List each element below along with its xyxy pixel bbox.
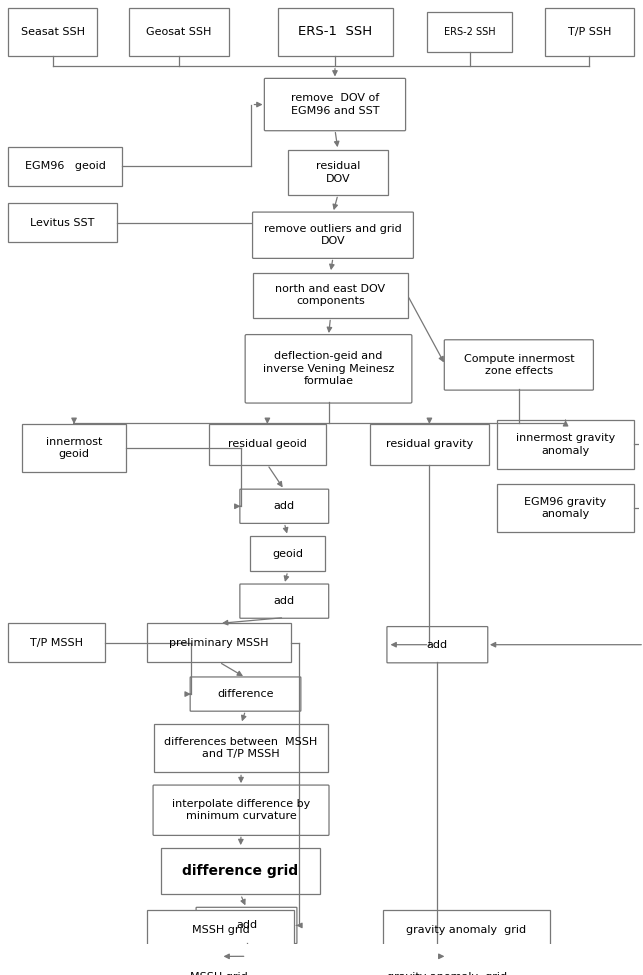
Text: deflection-geid and
inverse Vening Meinesz
formulae: deflection-geid and inverse Vening Meine… [263, 351, 394, 386]
Bar [428, 12, 512, 53]
FancyBboxPatch shape [196, 908, 297, 944]
Text: innermost gravity
anomaly: innermost gravity anomaly [516, 433, 615, 455]
Bar [154, 724, 328, 772]
FancyBboxPatch shape [264, 78, 406, 131]
Text: remove  DOV of
EGM96 and SST: remove DOV of EGM96 and SST [291, 94, 379, 116]
Text: innermost
geoid: innermost geoid [46, 437, 102, 459]
Bar [8, 203, 117, 242]
Text: Geosat SSH: Geosat SSH [146, 27, 212, 37]
Bar [129, 8, 229, 57]
Text: add: add [427, 640, 448, 649]
Bar [147, 623, 291, 662]
Bar [143, 956, 295, 975]
Text: add: add [274, 596, 295, 606]
Text: north and east DOV
components: north and east DOV components [275, 284, 386, 306]
Text: interpolate difference by
minimum curvature: interpolate difference by minimum curvat… [172, 800, 310, 821]
FancyBboxPatch shape [245, 334, 412, 403]
Bar [370, 424, 489, 465]
Bar [288, 150, 388, 195]
Text: ERS-1  SSH: ERS-1 SSH [298, 25, 372, 38]
Text: gravity anomaly  grid: gravity anomaly grid [406, 925, 526, 935]
Text: add: add [236, 920, 257, 930]
Bar [8, 623, 105, 662]
Text: MSSH grid: MSSH grid [190, 972, 248, 975]
FancyBboxPatch shape [253, 213, 413, 258]
Bar [497, 420, 634, 469]
Bar [278, 8, 393, 57]
Text: EGM96 gravity
anomaly: EGM96 gravity anomaly [525, 497, 607, 520]
Text: Levitus SST: Levitus SST [30, 217, 95, 227]
Text: preliminary MSSH: preliminary MSSH [169, 638, 269, 647]
Bar [251, 536, 325, 571]
FancyBboxPatch shape [444, 339, 593, 390]
Bar [209, 424, 326, 465]
FancyBboxPatch shape [240, 584, 329, 618]
Text: residual
DOV: residual DOV [316, 161, 360, 183]
Text: differences between  MSSH
and T/P MSSH: differences between MSSH and T/P MSSH [165, 737, 318, 760]
Bar [497, 484, 634, 532]
Text: remove outliers and grid
DOV: remove outliers and grid DOV [264, 224, 402, 247]
Text: MSSH grid: MSSH grid [192, 925, 249, 935]
Text: difference grid: difference grid [183, 864, 298, 878]
Bar [8, 147, 122, 186]
Text: residual geoid: residual geoid [228, 440, 307, 449]
Text: EGM96   geoid: EGM96 geoid [24, 162, 105, 172]
Bar [253, 273, 408, 318]
Bar [161, 848, 320, 894]
Bar [383, 956, 512, 975]
Bar [8, 8, 97, 57]
Text: gravity anomaly  grid: gravity anomaly grid [387, 972, 507, 975]
FancyBboxPatch shape [240, 489, 329, 524]
FancyBboxPatch shape [387, 627, 488, 663]
Text: T/P SSH: T/P SSH [568, 27, 611, 37]
FancyBboxPatch shape [153, 785, 329, 836]
Bar [22, 424, 126, 473]
FancyBboxPatch shape [190, 677, 301, 711]
Bar [545, 8, 634, 57]
Bar [147, 910, 294, 951]
Text: difference: difference [217, 689, 274, 699]
Text: Compute innermost
zone effects: Compute innermost zone effects [464, 354, 574, 376]
Text: Seasat SSH: Seasat SSH [21, 27, 85, 37]
Text: add: add [274, 501, 295, 511]
Text: geoid: geoid [272, 549, 303, 559]
Text: residual gravity: residual gravity [386, 440, 473, 449]
Text: ERS-2 SSH: ERS-2 SSH [444, 27, 496, 37]
Text: T/P MSSH: T/P MSSH [30, 638, 83, 647]
Bar [383, 910, 550, 951]
